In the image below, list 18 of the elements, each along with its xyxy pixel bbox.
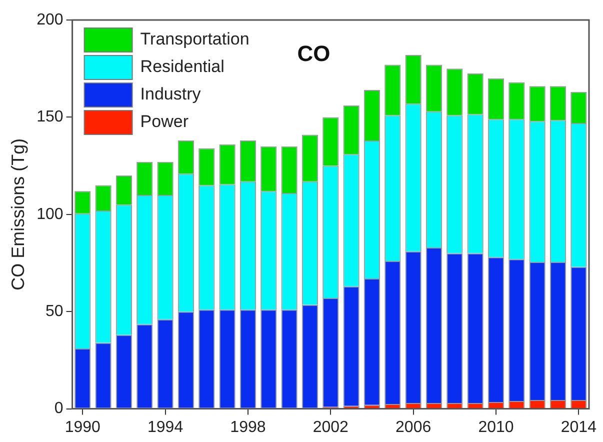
legend-label: Residential [140,57,224,76]
y-tick-label: 100 [36,206,64,223]
y-tick-label: 200 [36,11,64,28]
x-tick-label: 2002 [312,418,349,436]
x-tick-label: 1994 [148,418,184,436]
x-tick-label: 2010 [478,418,514,436]
y-tick-label: 0 [54,400,64,418]
legend-label: Transportation [140,30,250,49]
text: CO [297,41,330,66]
x-tick-label: 2006 [396,418,432,436]
legend-label: Power [140,112,189,132]
x-tick-label: 1998 [230,418,266,436]
y-tick-label: 50 [46,303,64,320]
x-tick-label: 2014 [560,418,597,436]
y-tick-label: 150 [36,108,64,126]
y-axis-title: CO Emissions (Tg) [8,138,28,290]
x-tick-label: 1990 [64,418,101,436]
legend-label: Industry [140,84,202,104]
